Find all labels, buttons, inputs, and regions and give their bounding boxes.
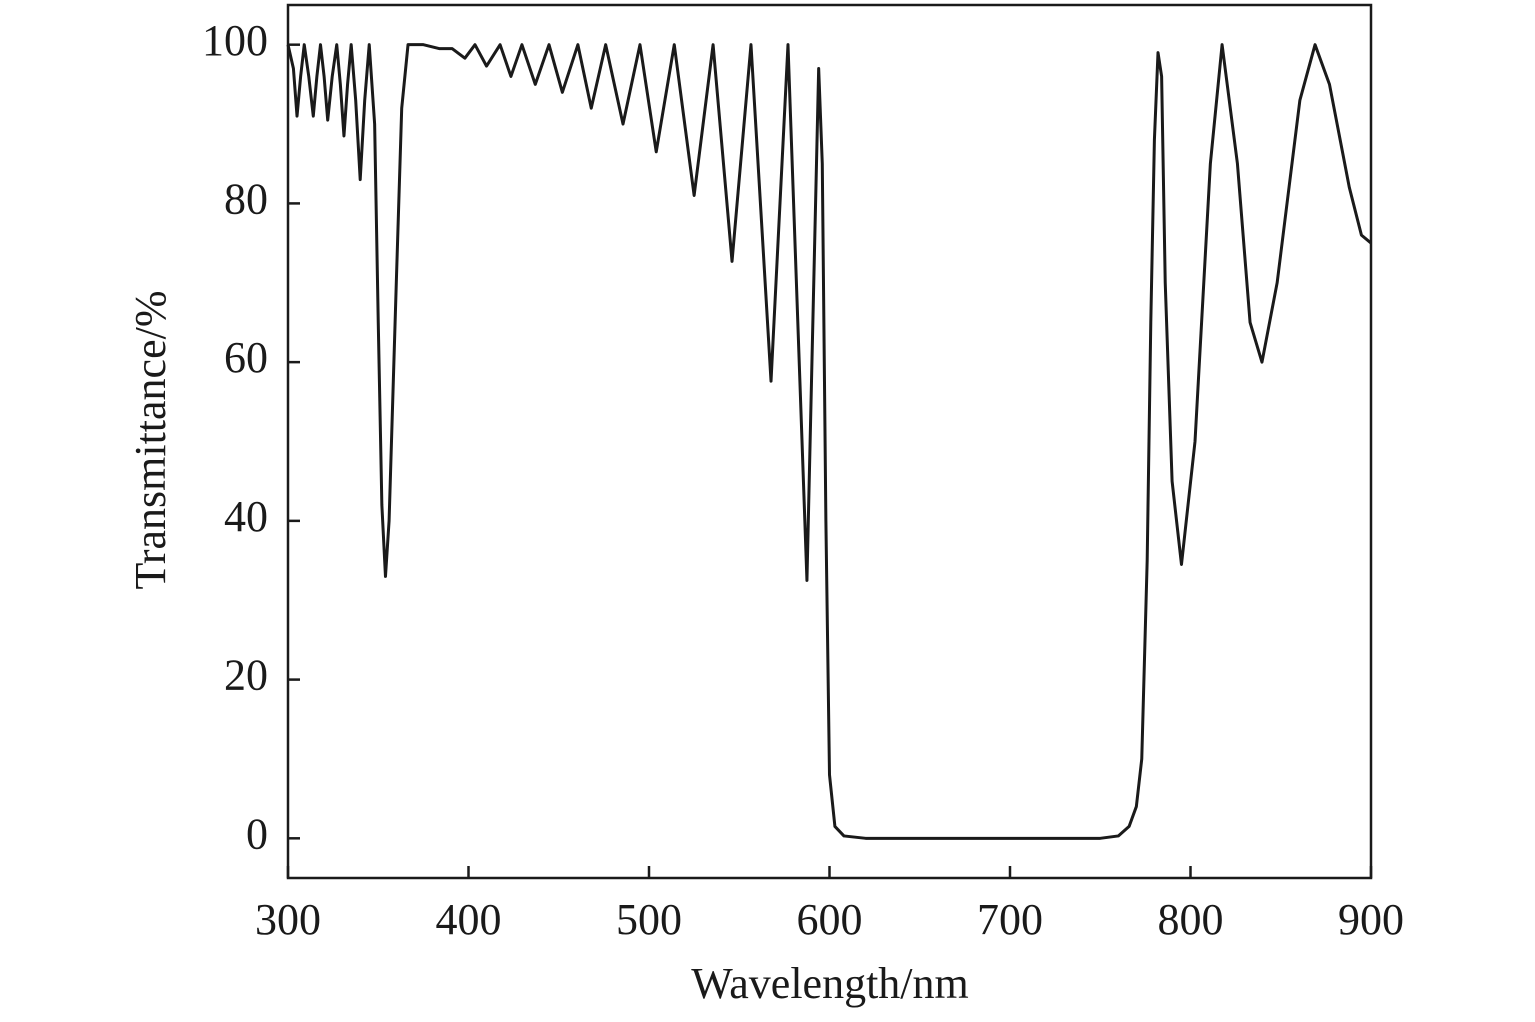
x-tick-label: 400 xyxy=(436,895,502,944)
x-tick-label: 700 xyxy=(977,895,1043,944)
y-tick-label: 60 xyxy=(224,333,268,382)
y-tick-label: 0 xyxy=(246,809,268,858)
x-axis-label: Wavelength/nm xyxy=(691,959,969,1008)
line-series xyxy=(286,43,1372,840)
x-tick-label: 300 xyxy=(255,895,321,944)
y-axis-label: Transmittance/% xyxy=(126,291,175,590)
y-tick-label: 40 xyxy=(224,492,268,541)
y-tick-label: 100 xyxy=(202,16,268,65)
y-tick-label: 80 xyxy=(224,175,268,224)
y-tick-label: 20 xyxy=(224,651,268,700)
x-tick-label: 800 xyxy=(1158,895,1224,944)
x-tick-label: 600 xyxy=(797,895,863,944)
x-tick-label: 900 xyxy=(1338,895,1404,944)
x-tick-label: 500 xyxy=(616,895,682,944)
